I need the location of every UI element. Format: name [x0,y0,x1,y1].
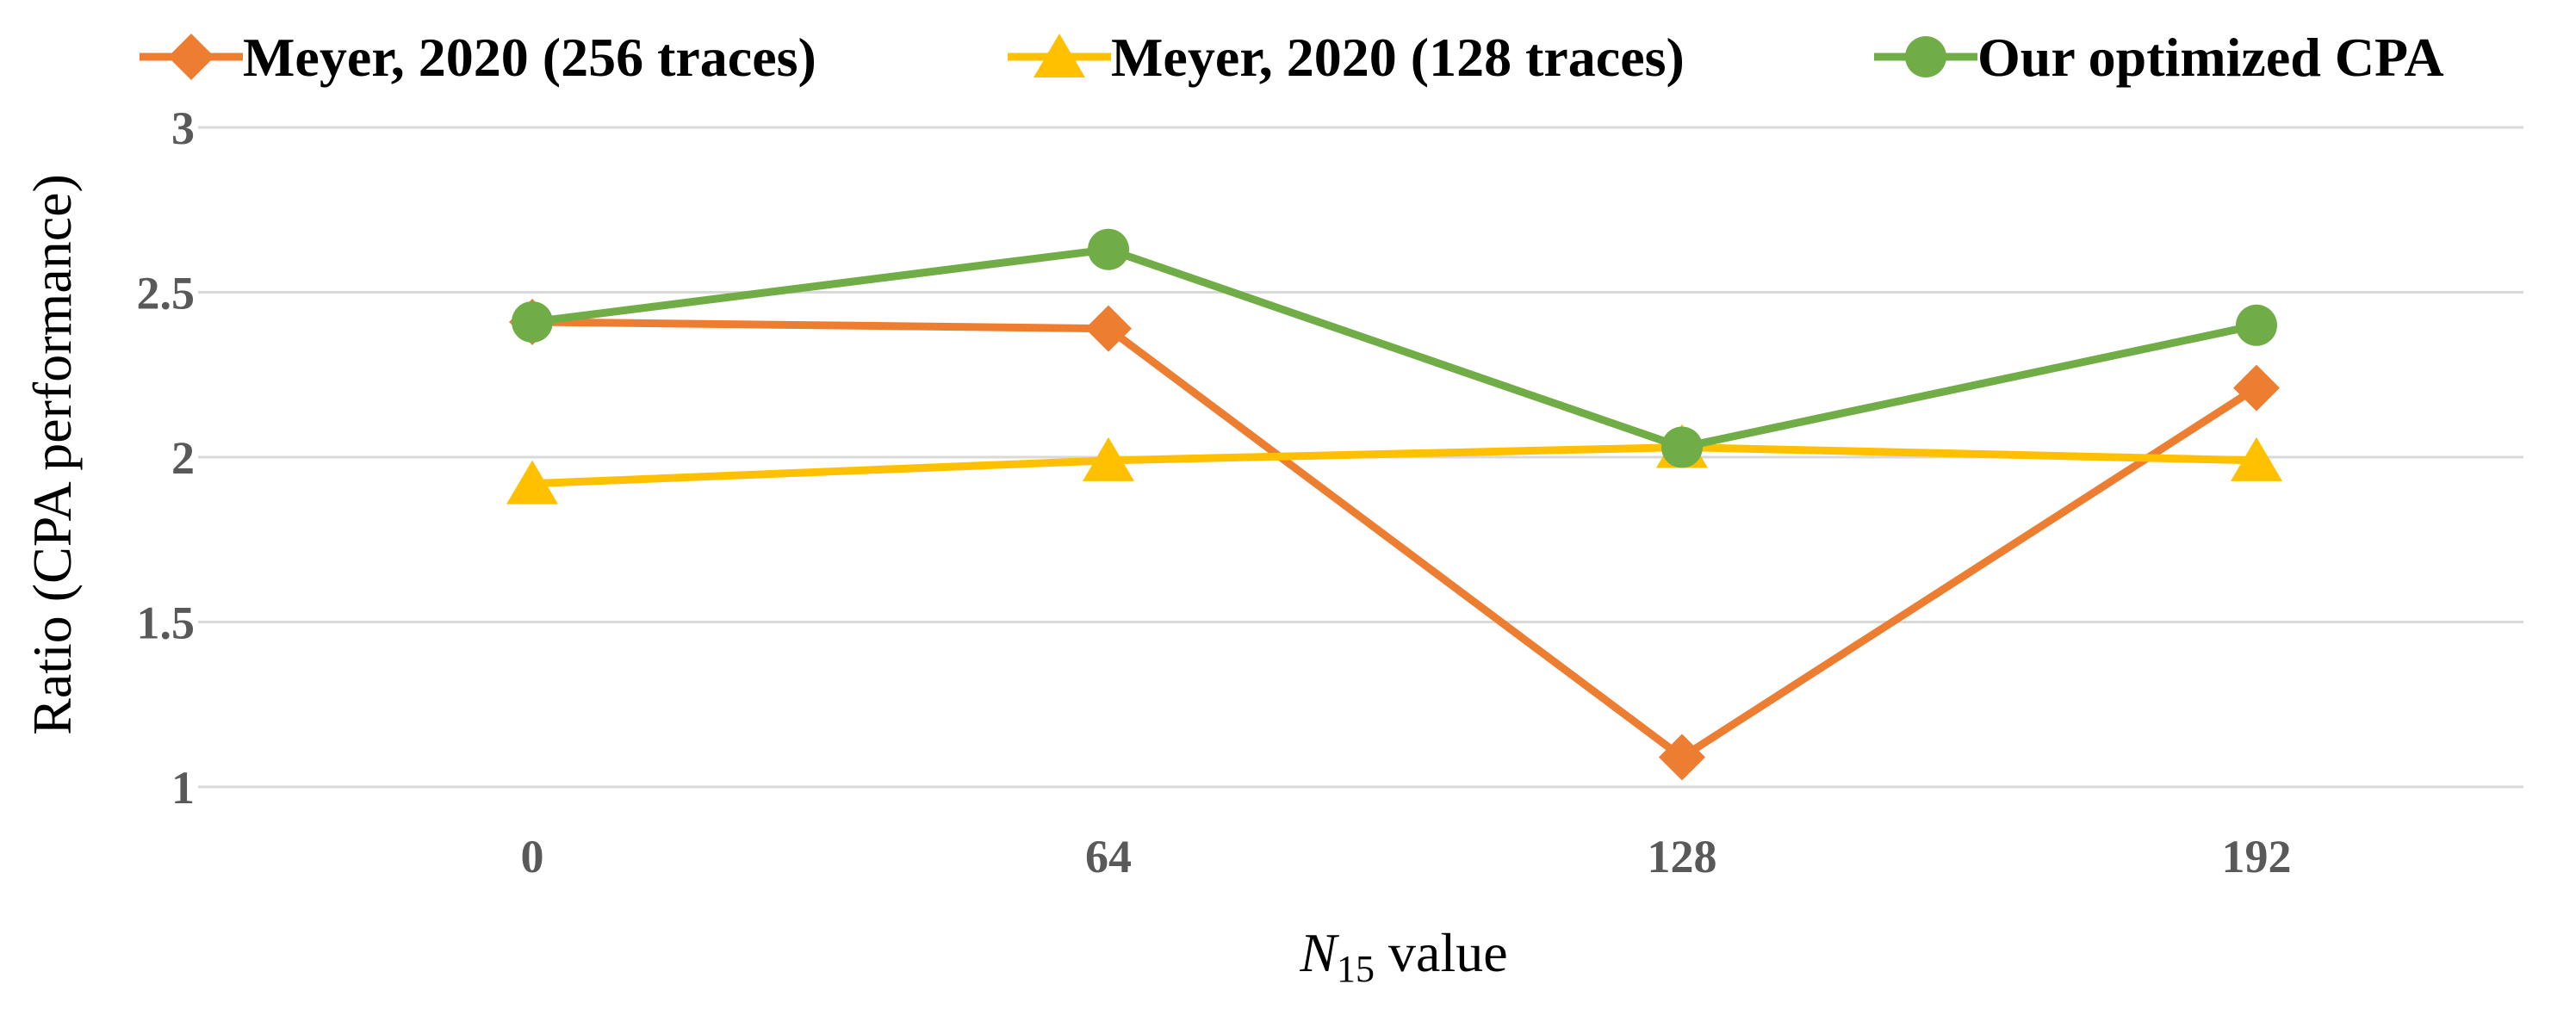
series-line-2 [528,245,2261,452]
data-point-2-2 [1661,426,1703,468]
data-point-0-1 [1085,305,1132,352]
legend-marker-2 [1905,36,1946,77]
legend-label-1: Meyer, 2020 (128 traces) [1111,27,1685,88]
y-tick-label: 1.5 [137,597,196,649]
series-line-0 [528,318,2261,762]
y-tick-label: 3 [171,102,195,154]
legend-marker-0 [168,34,214,80]
data-point-0-3 [2233,364,2280,412]
x-axis-ticks: 0 64 128 192 [521,831,2292,882]
series-1 [506,424,2282,504]
legend: Meyer, 2020 (256 traces) Meyer, 2020 (128… [140,27,2444,88]
x-tick-label: 192 [2222,831,2292,882]
x-axis-label-symbol: N [1299,922,1339,983]
x-tick-label: 128 [1648,831,1717,882]
series-2 [512,228,2277,468]
data-point-2-1 [1088,228,1129,270]
data-point-1-0 [506,460,558,504]
data-point-1-3 [2231,436,2282,481]
legend-label-0: Meyer, 2020 (256 traces) [243,27,816,88]
legend-item-1: Meyer, 2020 (128 traces) [1008,27,1685,88]
legend-label-2: Our optimized CPA [1977,27,2444,88]
x-axis-label-subscript: 15 [1337,948,1375,990]
x-tick-label: 64 [1085,831,1132,882]
data-point-0-2 [1659,734,1705,781]
y-axis-ticks: 1 1.5 2 2.5 3 [137,102,196,814]
legend-marker-1 [1034,34,1085,77]
series-0 [509,298,2280,781]
y-tick-label: 2.5 [137,268,196,319]
y-tick-label: 1 [171,762,195,814]
legend-item-2: Our optimized CPA [1874,27,2444,88]
data-point-1-1 [1083,436,1134,481]
legend-item-0: Meyer, 2020 (256 traces) [140,27,816,88]
y-axis-label: Ratio (CPA performance) [22,174,83,735]
series-lines [506,228,2282,781]
x-axis-label-text: value [1375,922,1508,983]
x-tick-label: 0 [521,831,544,882]
x-axis-label: N15 value [1299,922,1507,990]
series-line-1 [528,443,2261,488]
y-tick-label: 2 [171,432,195,484]
data-point-2-0 [512,300,553,343]
data-point-2-3 [2236,304,2277,346]
